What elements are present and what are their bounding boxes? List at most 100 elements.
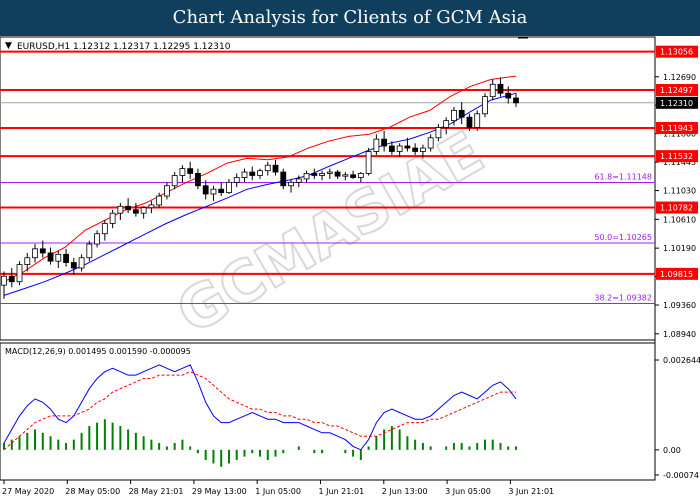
candle-body xyxy=(179,168,186,176)
candle-body xyxy=(218,188,225,194)
price-tick-label: 1.10610 xyxy=(663,215,696,224)
price-tick-label: 1.12690 xyxy=(663,73,696,82)
candle-body xyxy=(8,275,15,283)
time-tick-label: 3 Jun 21:01 xyxy=(508,487,554,496)
sr-level-tag xyxy=(656,267,698,280)
candle-body xyxy=(47,252,54,262)
candle-body xyxy=(482,96,488,115)
candle-body xyxy=(109,212,116,224)
candle-body xyxy=(171,175,178,187)
fibonacci-level-label: 50.0=1.10265 xyxy=(594,233,652,242)
candle-body xyxy=(311,173,318,176)
candle-body xyxy=(350,174,356,178)
candle-body xyxy=(474,113,481,128)
candle-body xyxy=(1,275,7,286)
sr-level-tag xyxy=(656,150,698,163)
candle-body xyxy=(132,209,139,214)
candle-body xyxy=(39,248,46,254)
candle-body xyxy=(326,171,333,174)
candle-body xyxy=(427,137,434,149)
macd-tick-label: 0.002644 xyxy=(663,356,700,365)
candle-body xyxy=(272,164,279,173)
time-tick-label: 1 Jun 21:01 xyxy=(319,487,365,496)
candle-body xyxy=(233,177,240,183)
sr-level-label: 1.11532 xyxy=(660,152,693,161)
candle-body xyxy=(420,147,426,152)
candle-body xyxy=(264,164,271,172)
candle-body xyxy=(357,173,364,178)
candle-body xyxy=(257,170,263,176)
time-tick-label: 28 May 21:01 xyxy=(129,487,184,496)
current-price-tag xyxy=(656,96,698,109)
current-price-label: 1.12310 xyxy=(660,99,693,108)
chart-header: EURUSD,H1 1.12312 1.12317 1.12295 1.1231… xyxy=(17,42,231,52)
main-plot-frame xyxy=(0,36,656,341)
sr-level-tag xyxy=(656,45,698,58)
chart-dropdown-icon[interactable]: ▼ xyxy=(5,41,12,51)
candle-body xyxy=(86,243,93,259)
candle-body xyxy=(78,257,85,269)
candle-body xyxy=(458,109,465,118)
candle-body xyxy=(388,145,395,152)
candle-body xyxy=(288,181,294,187)
sr-level-tag xyxy=(656,83,698,96)
macd-signal-line xyxy=(3,371,516,451)
fibonacci-level-label: 61.8=1.11148 xyxy=(594,172,652,181)
candle-body xyxy=(513,97,519,104)
price-tick-label: 1.11860 xyxy=(663,130,696,139)
candle-body xyxy=(435,127,442,139)
fibonacci-level-label: 38.2=1.09382 xyxy=(594,294,652,303)
macd-plot-frame xyxy=(0,342,656,481)
time-tick-label: 29 May 13:00 xyxy=(192,487,247,496)
candle-body xyxy=(443,120,450,128)
candle-body xyxy=(241,171,248,178)
candle-body xyxy=(202,185,209,195)
candle-body xyxy=(404,145,411,149)
price-tick-label: 1.09360 xyxy=(663,301,696,310)
candle-body xyxy=(334,171,341,177)
time-tick-label: 3 Jun 05:00 xyxy=(445,487,491,496)
candle-body xyxy=(342,174,349,177)
price-tick-label: 1.11030 xyxy=(663,187,696,196)
candle-body xyxy=(373,138,380,152)
candle-body xyxy=(164,185,170,197)
candle-body xyxy=(365,151,372,174)
candle-body xyxy=(466,116,473,128)
chart-area: GCMASIAE ▼ EURUSD,H1 1.12312 1.12317 1.1… xyxy=(0,36,700,500)
candle-body xyxy=(140,207,147,214)
candle-body xyxy=(55,253,62,262)
page-title-banner: Chart Analysis for Clients of GCM Asia xyxy=(0,0,700,36)
candle-body xyxy=(280,171,287,187)
chart-marks: 1.126901.122751.118601.114451.110301.106… xyxy=(0,45,700,496)
moving-average-line xyxy=(3,92,517,296)
candle-body xyxy=(295,178,302,183)
candle-body xyxy=(32,248,38,259)
sr-level-label: 1.10782 xyxy=(660,204,693,213)
time-tick-label: 1 Jun 05:00 xyxy=(255,487,301,496)
candle-body xyxy=(24,257,31,265)
macd-header: MACD(12,26,9) 0.001495 0.001590 -0.00009… xyxy=(5,347,191,356)
candle-body xyxy=(505,92,512,99)
candle-body xyxy=(148,204,155,209)
candle-body xyxy=(381,138,388,147)
candle-body xyxy=(319,173,325,176)
price-tick-label: 1.08940 xyxy=(663,330,696,339)
page-title: Chart Analysis for Clients of GCM Asia xyxy=(172,7,528,28)
candle-body xyxy=(249,171,256,176)
price-chart[interactable]: GCMASIAE ▼ EURUSD,H1 1.12312 1.12317 1.1… xyxy=(0,36,700,500)
sr-level-label: 1.11943 xyxy=(660,124,693,133)
candle-body xyxy=(16,264,23,283)
macd-tick-label: -0.000741 xyxy=(663,471,700,480)
time-tick-label: 2 Jun 13:00 xyxy=(382,487,428,496)
candle-body xyxy=(101,223,108,235)
candle-body xyxy=(94,233,100,245)
time-tick-label: 27 May 2020 xyxy=(2,487,54,496)
candle-body xyxy=(451,109,457,122)
candle-body xyxy=(195,173,201,187)
price-tick-label: 1.10190 xyxy=(663,244,696,253)
sr-level-label: 1.13056 xyxy=(660,48,693,57)
sr-level-label: 1.12497 xyxy=(660,86,693,95)
candle-body xyxy=(412,147,419,152)
time-tick-label: 28 May 05:00 xyxy=(65,487,120,496)
sr-level-tag xyxy=(656,201,698,214)
